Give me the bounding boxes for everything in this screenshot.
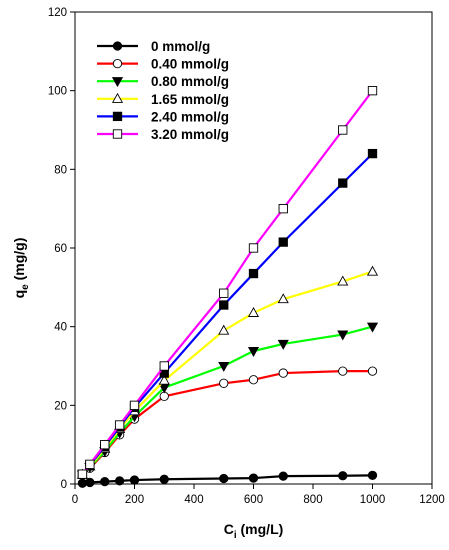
- data-point: [366, 265, 379, 276]
- series-2: [76, 322, 379, 481]
- legend-entry: 2.40 mmol/g: [97, 109, 229, 124]
- data-point: [218, 324, 230, 335]
- data-point: [158, 374, 170, 385]
- x-tick-label: 1200: [419, 494, 445, 506]
- legend-label: 0 mmol/g: [151, 39, 210, 54]
- data-point: [277, 339, 289, 350]
- data-point: [218, 361, 230, 372]
- legend-swatch-marker: [112, 111, 123, 122]
- y-axis-title-main: q: [11, 290, 27, 299]
- x-tick-label: 600: [244, 494, 263, 506]
- data-point: [248, 268, 259, 279]
- x-tick-label: 1000: [360, 494, 386, 506]
- legend-entry: 1.65 mmol/g: [97, 92, 229, 107]
- data-point: [278, 368, 288, 378]
- x-tick-label: 400: [184, 494, 203, 506]
- series-5: [77, 86, 378, 479]
- y-tick-label: 0: [61, 479, 67, 491]
- legend-swatch-marker: [111, 92, 124, 103]
- data-point: [277, 293, 289, 304]
- legend: 0 mmol/g 0.40 mmol/g 0.80 mmol/g 1.65 mmol/…: [97, 39, 229, 142]
- data-point: [338, 471, 348, 481]
- data-point: [278, 237, 288, 247]
- data-point: [338, 125, 348, 135]
- legend-swatch-marker: [111, 77, 124, 88]
- data-point: [219, 288, 229, 298]
- y-axis-title-subscript: e: [20, 284, 31, 290]
- x-axis-title-subscript: i: [234, 530, 237, 541]
- data-point: [367, 470, 378, 480]
- x-axis-title-main: C: [224, 521, 234, 537]
- legend-swatch-marker: [112, 129, 123, 139]
- data-point: [114, 476, 125, 486]
- data-point: [248, 375, 259, 385]
- y-tick-label: 100: [48, 86, 67, 98]
- legend-label: 2.40 mmol/g: [151, 109, 229, 124]
- data-point: [219, 378, 229, 388]
- data-point: [338, 178, 348, 188]
- data-point: [219, 300, 229, 310]
- legend-swatch-marker: [112, 58, 123, 69]
- plot-area: [76, 86, 379, 488]
- data-point: [367, 366, 378, 376]
- data-point: [100, 476, 110, 487]
- y-tick-label: 120: [48, 7, 67, 19]
- data-point: [114, 420, 125, 430]
- data-point: [367, 86, 378, 96]
- data-point: [248, 473, 259, 483]
- legend-entry: 3.20 mmol/g: [97, 127, 229, 142]
- data-point: [247, 347, 260, 357]
- x-tick-label: 200: [125, 494, 144, 506]
- legend-entry: 0.40 mmol/g: [97, 57, 229, 72]
- series-0: [77, 470, 378, 488]
- data-point: [129, 475, 140, 485]
- data-point: [278, 471, 288, 481]
- x-axis-title: Ci (mg/L): [224, 521, 284, 541]
- y-axis-title-unit: (mg/g): [11, 238, 27, 285]
- y-tick-label: 20: [54, 400, 67, 412]
- data-point: [85, 477, 95, 488]
- legend-entry: 0.80 mmol/g: [97, 74, 229, 89]
- series-line: [81, 90, 374, 475]
- x-tick-label: 0: [72, 494, 78, 506]
- data-point: [247, 306, 260, 317]
- legend-swatch-marker: [112, 41, 123, 51]
- legend-label: 1.65 mmol/g: [151, 92, 229, 107]
- y-tick-label: 60: [54, 243, 67, 255]
- data-point: [85, 459, 95, 469]
- axes: 0 200 400 600 800 1000 1200 0 20 40 60 80 100 120: [48, 7, 445, 506]
- data-point: [129, 400, 140, 410]
- legend-label: 0.80 mmol/g: [151, 74, 229, 89]
- data-point: [77, 469, 88, 479]
- y-axis-title: qe (mg/g): [11, 238, 31, 299]
- legend-entry: 0 mmol/g: [97, 39, 210, 54]
- x-axis-title-unit: (mg/L): [237, 521, 284, 537]
- data-point: [278, 204, 288, 214]
- data-point: [100, 440, 110, 450]
- data-point: [338, 366, 348, 376]
- axis-titles: Ci (mg/L) qe (mg/g): [11, 238, 283, 541]
- data-point: [248, 243, 259, 253]
- data-point: [337, 275, 349, 286]
- y-tick-label: 80: [54, 164, 67, 176]
- data-point: [159, 361, 169, 371]
- series-line: [81, 325, 373, 476]
- legend-label: 0.40 mmol/g: [151, 57, 229, 72]
- data-point: [366, 322, 379, 333]
- legend-label: 3.20 mmol/g: [151, 127, 229, 142]
- data-point: [159, 474, 169, 484]
- data-point: [367, 148, 378, 159]
- data-point: [219, 473, 229, 484]
- x-tick-label: 800: [303, 494, 322, 506]
- data-point: [337, 330, 349, 341]
- y-tick-label: 40: [54, 322, 67, 334]
